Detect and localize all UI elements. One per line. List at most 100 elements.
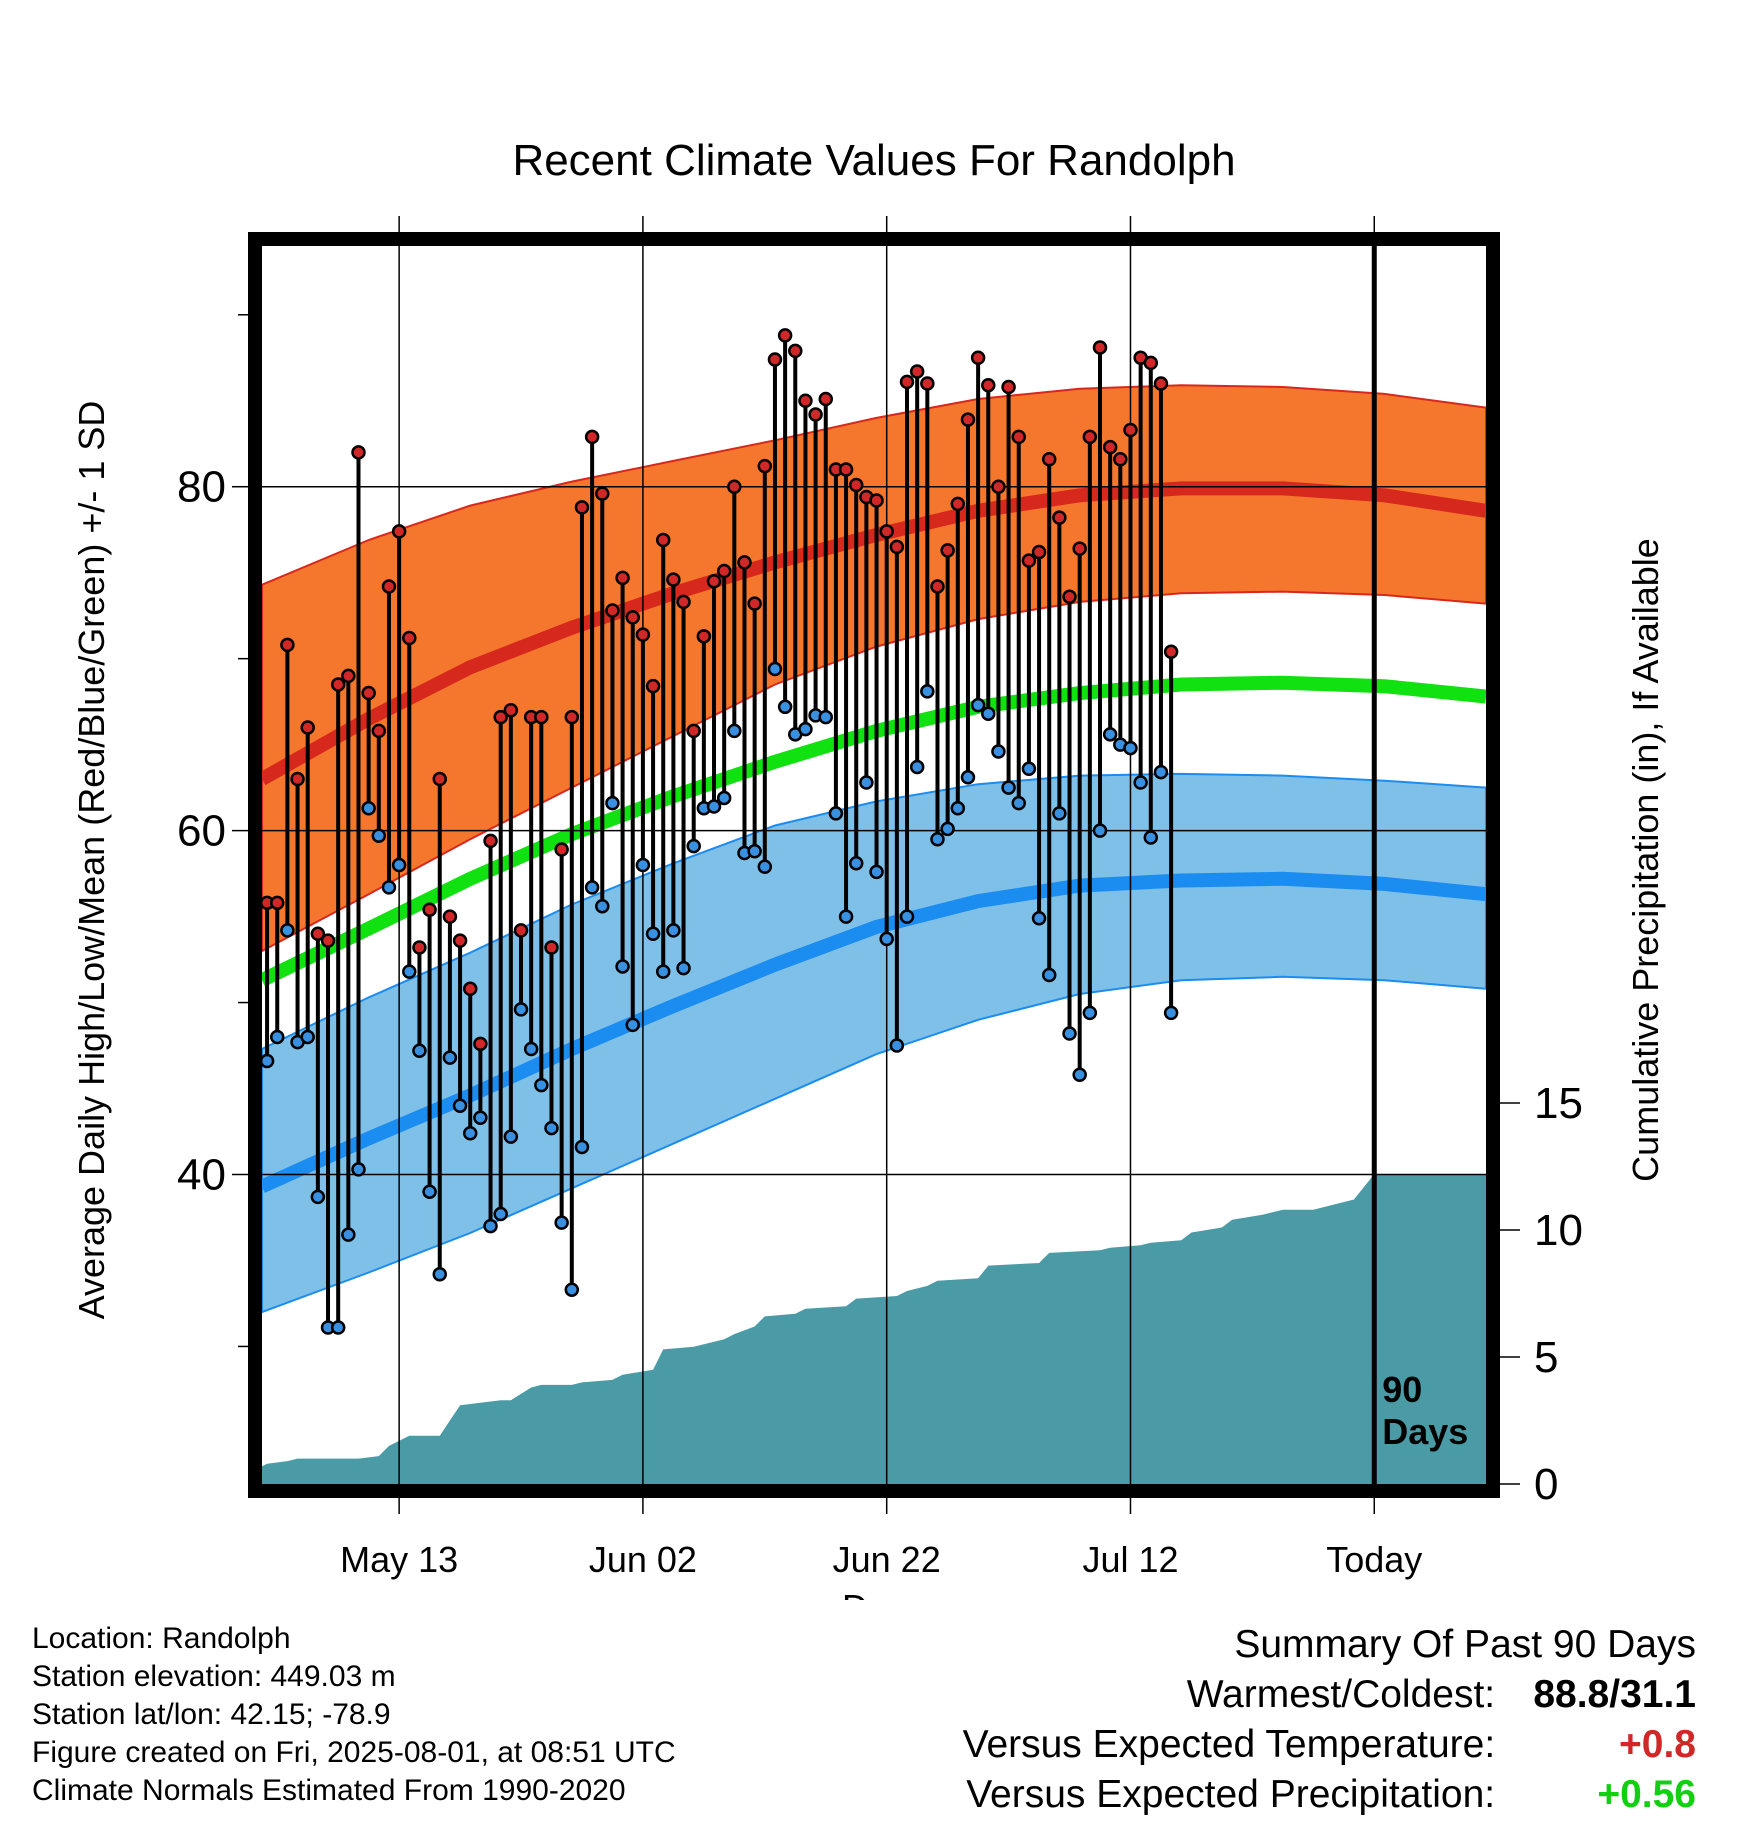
climate-chart: Recent Climate Values For Randolph 90 Day…: [71, 0, 1666, 1600]
y2-tick-label: 10: [1534, 1206, 1583, 1255]
daily-high-point: [1277, 0, 1289, 6]
daily-high-point: [574, 500, 590, 515]
daily-low-point: [706, 799, 722, 814]
daily-low-point: [1348, 0, 1360, 6]
daily-high-point: [269, 895, 285, 911]
precip-label: Versus Expected Precipitation:: [966, 1773, 1496, 1816]
station-metadata: Location: Randolph Station elevation: 44…: [32, 1620, 676, 1810]
daily-high-point: [645, 678, 661, 694]
daily-low-point: [1277, 0, 1289, 6]
chart-title: Recent Climate Values For Randolph: [512, 136, 1235, 185]
warm-cold-value: 88.8/31.1: [1533, 1673, 1696, 1716]
daily-low-point: [716, 790, 732, 806]
daily-high-point: [1317, 0, 1329, 6]
daily-high-point: [747, 596, 762, 611]
daily-high-point: [615, 570, 630, 586]
daily-low-point: [1338, 0, 1350, 6]
daily-low-point: [1082, 1005, 1098, 1021]
daily-high-point: [1123, 422, 1138, 438]
y2-tick-label: 5: [1534, 1333, 1558, 1382]
warm-cold-label: Warmest/Coldest:: [1186, 1673, 1496, 1716]
daily-high-point: [737, 555, 752, 570]
daily-low-point: [1185, 0, 1197, 6]
daily-low-point: [584, 880, 600, 895]
daily-high-point: [1216, 0, 1228, 6]
daily-low-point: [1052, 806, 1067, 821]
y2-axis-title: Cumulative Precipitation (in), If Availa…: [1625, 538, 1666, 1182]
daily-high-point: [1175, 0, 1187, 6]
daily-high-point: [1102, 439, 1118, 455]
daily-high-point: [1267, 0, 1279, 6]
daily-low-point: [970, 697, 986, 713]
daily-high-point: [1196, 0, 1208, 6]
daily-high-point: [402, 630, 417, 646]
daily-low-point: [442, 1050, 458, 1065]
daily-high-point: [655, 532, 671, 548]
daily-high-point: [777, 328, 793, 343]
daily-low-point: [391, 857, 407, 873]
daily-low-point: [402, 964, 417, 979]
daily-high-point: [899, 374, 915, 390]
daily-high-point: [290, 771, 305, 787]
daily-high-point: [920, 376, 935, 391]
daily-low-point: [747, 843, 762, 859]
temp-value: +0.8: [1619, 1723, 1696, 1766]
daily-low-point: [879, 931, 894, 947]
daily-high-point: [1062, 589, 1077, 605]
daily-low-point: [554, 1215, 569, 1230]
daily-high-point: [970, 350, 986, 366]
daily-high-point: [696, 629, 712, 644]
daily-low-point: [371, 828, 387, 844]
daily-low-point: [412, 1043, 427, 1058]
daily-high-point: [1092, 340, 1108, 355]
daily-high-point: [625, 610, 641, 625]
daily-high-point: [1021, 553, 1037, 568]
daily-low-point: [1031, 911, 1047, 926]
daily-low-point: [310, 1189, 326, 1205]
daily-low-point: [666, 923, 681, 938]
summary-title: Summary Of Past 90 Days: [1234, 1623, 1696, 1666]
daily-low-point: [1328, 0, 1340, 6]
daily-low-point: [615, 959, 630, 974]
daily-low-point: [422, 1184, 437, 1199]
daily-high-point: [1113, 451, 1128, 467]
temp-label: Versus Expected Temperature:: [962, 1723, 1496, 1766]
daily-low-point: [1196, 0, 1208, 6]
daily-low-point: [1216, 0, 1228, 6]
y-tick-label: 40: [177, 1151, 226, 1200]
daily-low-point: [473, 1110, 488, 1126]
y2-tick-label: 0: [1534, 1460, 1558, 1509]
daily-high-point: [452, 933, 468, 948]
elevation-text: Station elevation: 449.03 m: [32, 1660, 396, 1693]
daily-high-point: [544, 940, 559, 955]
daily-high-point: [848, 477, 864, 493]
daily-high-point: [442, 909, 458, 924]
ninety-days-label-part: 90: [1382, 1369, 1422, 1410]
daily-low-point: [1358, 0, 1370, 6]
daily-high-point: [564, 709, 580, 725]
daily-low-point: [848, 856, 864, 871]
daily-high-point: [584, 429, 600, 445]
daily-high-point: [1236, 0, 1248, 6]
high-sd-band: [262, 384, 1486, 953]
daily-low-point: [1226, 0, 1238, 6]
daily-high-point: [889, 539, 905, 555]
latlon-text: Station lat/lon: 42.15; -78.9: [32, 1698, 391, 1731]
normals-text: Climate Normals Estimated From 1990-2020: [32, 1774, 626, 1807]
ninety-days-label-part: Days: [1382, 1411, 1468, 1452]
y-axis-title: Average Daily High/Low/Mean (Red/Blue/Gr…: [71, 401, 112, 1320]
daily-low-point: [727, 723, 742, 739]
low-sd-band: [262, 772, 1486, 1314]
daily-high-point: [503, 703, 519, 718]
daily-low-point: [960, 770, 976, 785]
temp-row: Versus Expected Temperature: +0.8: [963, 1720, 1696, 1770]
daily-high-point: [838, 462, 854, 477]
daily-high-point: [808, 407, 823, 422]
daily-high-point: [909, 364, 925, 379]
daily-low-point: [655, 964, 671, 979]
daily-high-point: [1031, 544, 1047, 560]
daily-low-point: [1102, 727, 1118, 742]
daily-high-point: [300, 720, 315, 735]
daily-low-point: [513, 1002, 529, 1017]
daily-high-point: [1082, 429, 1098, 445]
